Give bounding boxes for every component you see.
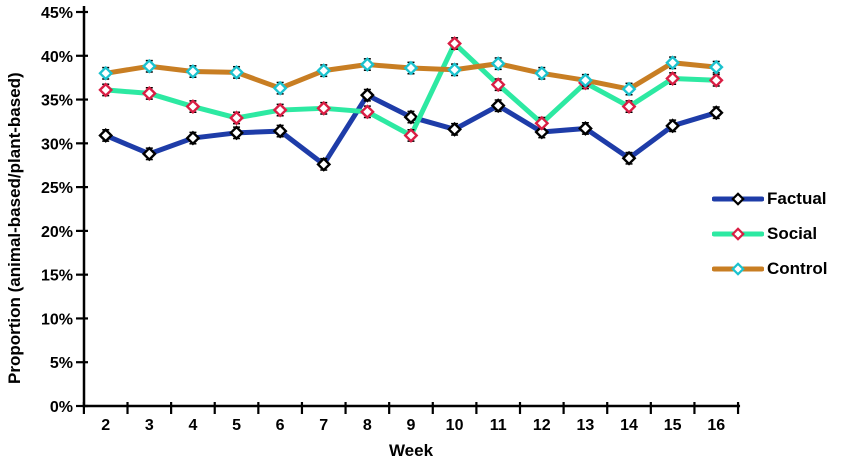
data-point-marker-social: [621, 99, 637, 114]
data-point-marker-social: [359, 104, 375, 120]
legend-line-marker-icon: [712, 227, 764, 241]
x-axis-tick-label: 4: [188, 417, 197, 434]
data-point-marker-factual: [534, 124, 550, 140]
y-axis-tick-label: 5%: [50, 355, 73, 372]
data-point-marker-social: [316, 100, 332, 116]
data-point-marker-social: [141, 86, 157, 101]
data-point-marker-factual: [359, 87, 375, 103]
data-point-marker-control: [403, 60, 419, 76]
data-point-marker-control: [316, 63, 332, 79]
data-point-marker-social: [534, 115, 550, 131]
y-axis-tick-label: 30%: [41, 136, 73, 153]
x-axis-tick-label: 16: [707, 417, 725, 434]
data-point-marker-social: [185, 99, 201, 114]
x-axis-tick-label: 10: [446, 417, 464, 434]
data-point-marker-social: [490, 77, 506, 93]
x-axis-tick-label: 9: [407, 417, 416, 434]
data-point-marker-control: [621, 81, 637, 97]
legend-marker-icon: [731, 227, 745, 241]
legend-item-factual: Factual: [712, 188, 827, 210]
data-point-marker-control: [665, 55, 681, 71]
x-axis-tick-label: 5: [232, 417, 241, 434]
y-axis-tick-label: 45%: [41, 5, 73, 22]
data-point-marker-control: [359, 57, 375, 72]
data-point-marker-factual: [272, 123, 288, 139]
data-point-marker-control: [490, 56, 506, 72]
data-point-marker-control: [708, 59, 724, 75]
data-point-marker-factual: [447, 121, 462, 137]
data-point-marker-social: [708, 72, 724, 88]
data-point-marker-factual: [98, 128, 114, 143]
data-point-marker-social: [447, 36, 462, 51]
y-axis-title: Proportion (animal-based/plant-based): [5, 72, 24, 384]
y-axis-tick-label: 20%: [41, 224, 73, 241]
legend-marker-icon: [731, 262, 745, 276]
y-axis-tick-label: 15%: [41, 268, 73, 285]
legend-label-factual: Factual: [767, 189, 827, 208]
x-axis-tick-label: 11: [490, 417, 507, 434]
data-point-marker-control: [578, 72, 593, 88]
data-point-marker-social: [665, 71, 681, 86]
data-point-marker-control: [98, 65, 114, 81]
x-axis-title: Week: [388, 441, 434, 460]
data-point-marker-social: [98, 82, 114, 98]
x-axis-tick-label: 15: [664, 417, 682, 434]
y-axis-tick-label: 25%: [41, 180, 73, 197]
data-point-marker-social: [403, 128, 419, 143]
chart-legend: Factual Social Control: [712, 188, 827, 280]
y-axis-tick-label: 10%: [41, 311, 73, 328]
data-point-marker-social: [229, 110, 244, 126]
data-point-marker-control: [185, 64, 201, 79]
legend-label-social: Social: [767, 224, 818, 243]
legend-label-control: Control: [767, 259, 828, 278]
data-point-marker-factual: [578, 121, 593, 136]
data-point-marker-factual: [708, 105, 724, 121]
legend-marker-icon: [731, 192, 745, 206]
data-point-marker-factual: [665, 118, 681, 134]
data-point-marker-factual: [316, 156, 332, 172]
data-point-marker-control: [534, 65, 550, 81]
y-axis-tick-label: 40%: [41, 49, 73, 66]
data-point-marker-factual: [403, 109, 419, 125]
legend-line-marker-icon: [712, 192, 764, 206]
data-point-marker-factual: [490, 98, 506, 114]
data-point-marker-factual: [229, 125, 244, 141]
data-point-marker-social: [272, 102, 288, 118]
x-axis-tick-label: 2: [101, 417, 110, 434]
x-axis-tick-label: 14: [620, 417, 638, 434]
data-point-marker-factual: [185, 130, 201, 146]
legend-item-social: Social: [712, 223, 827, 245]
data-point-marker-control: [141, 58, 157, 74]
x-axis-tick-label: 13: [577, 417, 595, 434]
legend-line-marker-icon: [712, 262, 764, 276]
legend-item-control: Control: [712, 258, 827, 280]
data-point-marker-factual: [621, 150, 637, 166]
y-axis-tick-label: 0%: [50, 399, 73, 416]
x-axis-tick-label: 8: [363, 417, 372, 434]
x-axis-tick-label: 7: [319, 417, 328, 434]
x-axis-tick-label: 12: [533, 417, 551, 434]
data-point-marker-control: [229, 65, 244, 80]
y-axis-tick-label: 35%: [41, 93, 73, 110]
x-axis-tick-label: 3: [145, 417, 154, 434]
data-point-marker-control: [447, 62, 462, 78]
data-point-marker-control: [272, 80, 288, 96]
data-point-marker-factual: [141, 146, 157, 162]
x-axis-tick-label: 6: [276, 417, 285, 434]
